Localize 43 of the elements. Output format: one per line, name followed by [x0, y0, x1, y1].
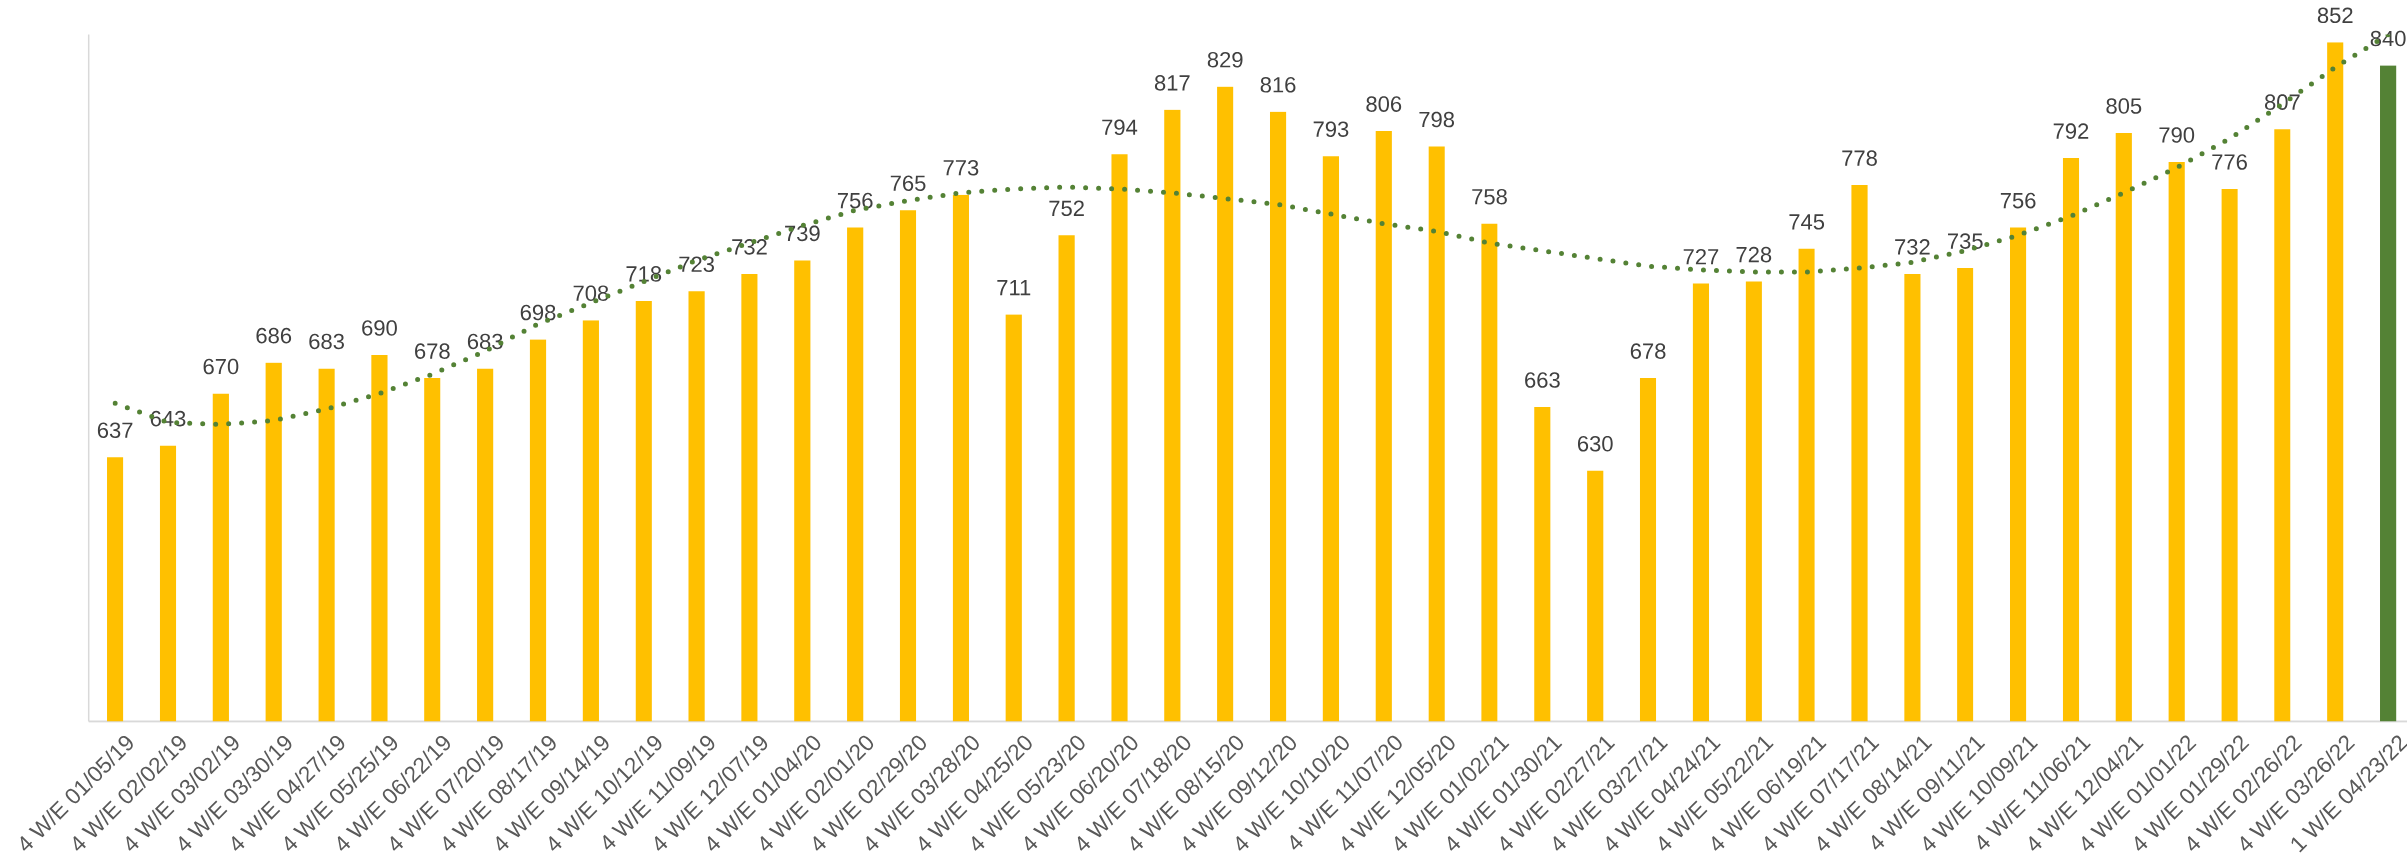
data-label: 806: [1366, 96, 1402, 112]
data-label: 758: [1472, 188, 1507, 205]
data-label: 817: [1154, 75, 1190, 91]
data-label: 773: [943, 159, 979, 176]
data-label: 690: [362, 320, 397, 336]
data-label: 735: [1948, 233, 1983, 249]
data-label: 686: [256, 327, 292, 344]
data-label: 678: [1630, 343, 1666, 359]
data-label: 718: [626, 266, 662, 282]
data-label: 805: [2106, 98, 2142, 114]
data-label: 727: [1683, 248, 1719, 265]
data-label: 708: [573, 285, 609, 302]
data-label: 793: [1313, 121, 1349, 137]
data-label: 765: [890, 175, 926, 192]
data-label: 792: [2053, 123, 2089, 139]
data-label: 670: [203, 358, 239, 375]
data-label: 840: [2370, 30, 2406, 47]
data-label: 698: [520, 304, 556, 321]
data-label: 798: [1419, 111, 1455, 128]
data-label: 630: [1577, 435, 1613, 452]
data-label: 752: [1049, 200, 1084, 217]
data-label: 683: [309, 333, 344, 350]
data-label: 678: [415, 343, 450, 359]
data-label: 732: [732, 239, 767, 255]
data-label: 723: [679, 256, 714, 273]
data-label: 778: [1842, 150, 1877, 166]
data-label: 683: [467, 333, 503, 350]
data-label: 807: [2265, 94, 2300, 110]
data-label: 663: [1525, 372, 1560, 388]
data-label: 790: [2159, 127, 2195, 143]
data-label: 794: [1102, 119, 1138, 136]
data-label: 711: [997, 280, 1031, 296]
data-label: 852: [2317, 7, 2353, 24]
data-label: 739: [785, 225, 820, 242]
data-label: 756: [837, 192, 873, 209]
data-label: 745: [1789, 214, 1825, 230]
data-label: 816: [1260, 77, 1296, 93]
data-label: 756: [2000, 192, 2036, 209]
data-label: 829: [1207, 51, 1243, 68]
data-label: 776: [2212, 154, 2247, 170]
data-label: 728: [1736, 246, 1772, 263]
data-label: 637: [97, 422, 133, 439]
data-label: 732: [1895, 239, 1930, 255]
